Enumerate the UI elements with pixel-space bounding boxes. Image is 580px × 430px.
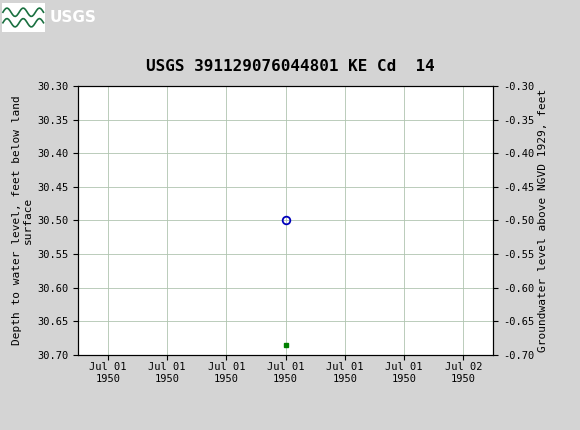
Y-axis label: Groundwater level above NGVD 1929, feet: Groundwater level above NGVD 1929, feet xyxy=(538,89,548,352)
Y-axis label: Depth to water level, feet below land
surface: Depth to water level, feet below land su… xyxy=(12,95,33,345)
Text: USGS 391129076044801 KE Cd  14: USGS 391129076044801 KE Cd 14 xyxy=(146,59,434,74)
Bar xyxy=(2,3,45,32)
Text: USGS: USGS xyxy=(49,10,96,25)
